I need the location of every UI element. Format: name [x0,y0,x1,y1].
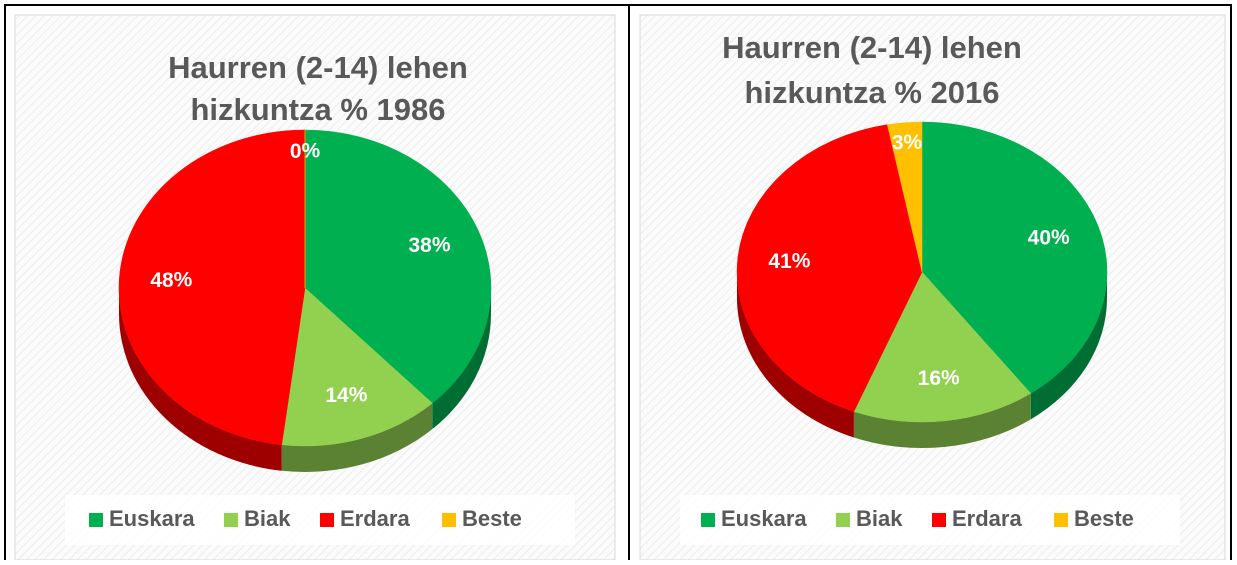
chart-title: hizkuntza % 1986 [191,92,446,127]
legend-swatch [442,513,456,527]
legend-box [680,495,1180,545]
chart-title: Haurren (2-14) lehen [722,30,1022,65]
slice [118,129,306,446]
legend-swatch [701,513,715,527]
legend-label: Beste [462,506,522,531]
data-label: 3% [892,131,923,154]
slice-side [853,393,1031,448]
data-label: 16% [918,367,960,390]
data-label: 41% [768,249,810,272]
legend-swatch [224,513,238,527]
data-label: 48% [150,268,192,291]
slice [853,271,1032,423]
legend-label: Biak [244,506,291,531]
data-label-value: 41 [768,249,792,272]
slice [281,287,433,447]
data-label: 0% [290,140,321,163]
chart-title: hizkuntza % 2016 [745,75,1000,110]
data-label-value: 40 [1028,226,1051,249]
slice [921,121,1108,394]
data-label: 38% [408,234,450,257]
data-label: 14% [325,384,367,407]
legend-label: Beste [1074,506,1134,531]
legend-label: Erdara [952,506,1022,531]
slice [736,124,923,412]
data-label: 40% [1028,226,1070,249]
legend-swatch [932,513,946,527]
legend-label: Euskara [109,506,195,531]
slice [887,121,923,273]
data-label-value: 0 [290,140,302,163]
data-label-value: 38 [408,234,432,257]
legend-label: Erdara [340,506,410,531]
slice-side [432,288,491,430]
legend-swatch [1054,513,1068,527]
legend-swatch [320,513,334,527]
chart-title: Haurren (2-14) lehen [168,50,468,85]
slice [304,129,492,404]
data-label-value: 3 [892,131,904,154]
data-label-value: 48 [150,268,174,291]
slice-side [1030,272,1107,420]
legend-swatch [836,513,850,527]
slice-side [281,403,433,472]
legend-label: Biak [856,506,903,531]
legend-swatch [89,513,103,527]
data-label-value: 16 [918,367,941,390]
slice-side [119,288,282,471]
data-label-value: 14 [325,384,349,407]
legend-label: Euskara [721,506,807,531]
slice-side [737,272,854,438]
